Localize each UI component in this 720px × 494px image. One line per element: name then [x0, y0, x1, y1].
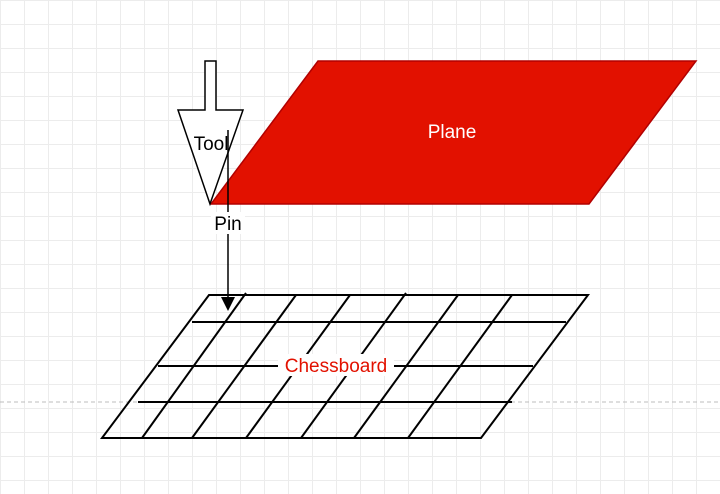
chessboard-label-bg — [278, 354, 394, 376]
chessboard-col-line — [191, 294, 297, 439]
plane-label: Plane — [428, 122, 477, 143]
chessboard-col-line — [141, 292, 247, 439]
tool-label: Tool — [194, 134, 229, 155]
pin-arrowhead — [221, 297, 235, 311]
tool-arrow — [176, 60, 245, 207]
chessboard-col-line — [353, 294, 459, 439]
plane-shape[interactable]: Plane — [209, 60, 698, 205]
chessboard-outline — [100, 294, 590, 439]
chessboard-label: Chessboard — [285, 356, 387, 377]
pin-connector[interactable]: Pin — [211, 130, 245, 311]
tool-shape[interactable]: Tool — [176, 60, 245, 207]
pin-label: Pin — [214, 214, 241, 235]
chessboard-col-line — [407, 294, 513, 439]
pin-label-bg — [211, 212, 245, 234]
chessboard-shape[interactable] — [100, 292, 590, 439]
